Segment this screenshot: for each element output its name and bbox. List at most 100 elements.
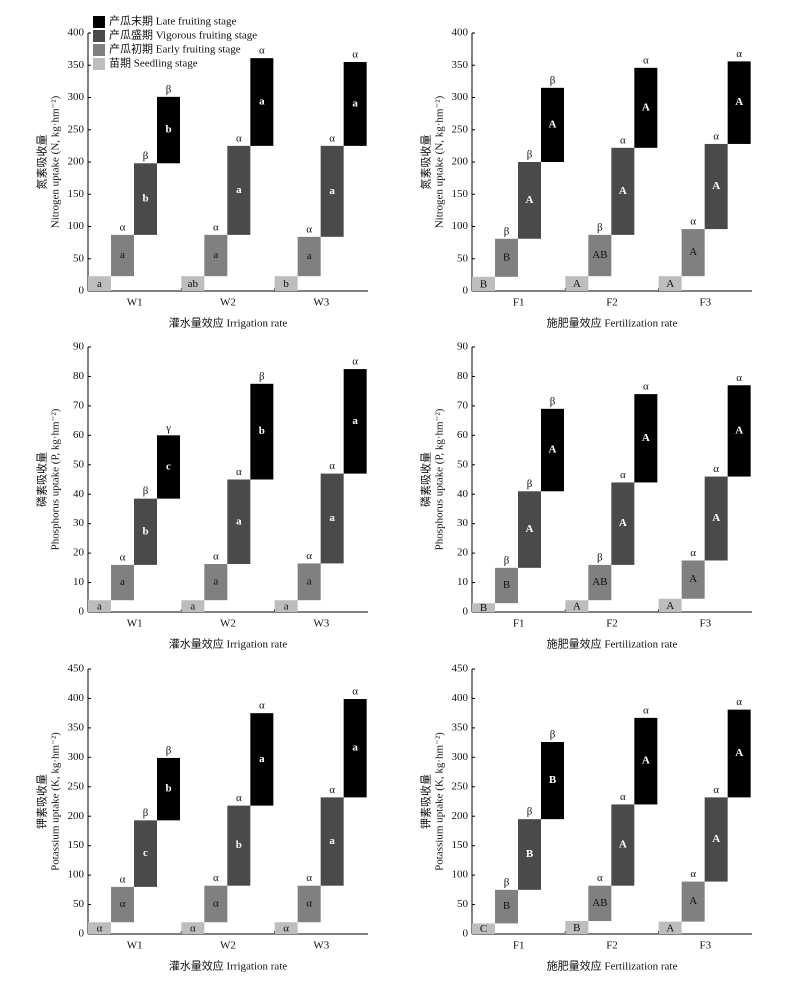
y-tick-label: 100 bbox=[452, 869, 469, 881]
group-letter: A bbox=[689, 895, 697, 907]
y-tick-label: 50 bbox=[73, 898, 85, 910]
bar-segment bbox=[658, 921, 682, 934]
x-tick-label: F3 bbox=[700, 618, 712, 630]
bar-segment bbox=[565, 921, 589, 934]
stage-letter: β bbox=[550, 729, 556, 741]
stage-letter: α bbox=[643, 54, 649, 66]
bar-segment bbox=[634, 394, 658, 483]
y-tick-label: 50 bbox=[457, 458, 469, 470]
stage-letter: β bbox=[527, 478, 533, 490]
group-letter: a bbox=[329, 835, 335, 847]
bar-segment bbox=[320, 797, 344, 886]
stage-letter: α bbox=[213, 551, 219, 563]
y-tick-label: 400 bbox=[68, 692, 85, 704]
group-letter: B bbox=[503, 251, 510, 263]
bar-segment bbox=[727, 709, 751, 798]
x-axis-title: 灌水量效应 Irrigation rate bbox=[169, 637, 288, 651]
y-tick-label: 300 bbox=[452, 751, 469, 763]
bar-segment bbox=[157, 757, 180, 821]
y-tick-label: 80 bbox=[457, 370, 469, 382]
bar-segment bbox=[274, 600, 298, 612]
y-axis-title: Potassium uptake (K, kg·hm⁻²) bbox=[434, 732, 446, 871]
bar-segment bbox=[343, 699, 367, 798]
x-tick-label: W2 bbox=[220, 297, 236, 309]
stage-letter: β bbox=[259, 370, 265, 382]
group-letter: α bbox=[283, 923, 289, 935]
bar-segment bbox=[704, 476, 728, 561]
y-tick-label: 20 bbox=[457, 547, 469, 559]
bar-segment bbox=[518, 819, 541, 890]
bar-segment bbox=[111, 564, 134, 601]
group-letter: A bbox=[712, 512, 720, 524]
stage-letter: α bbox=[690, 547, 696, 559]
bar-segment bbox=[343, 62, 367, 146]
y-tick-label: 10 bbox=[73, 576, 85, 588]
group-letter: a bbox=[120, 576, 125, 588]
group-letter: a bbox=[97, 278, 102, 290]
group-letter: a bbox=[259, 96, 265, 108]
group-letter: B bbox=[526, 848, 534, 860]
x-tick-label: F1 bbox=[513, 618, 525, 630]
y-axis-title: Nitrogen uptake (N, kg·hm⁻²) bbox=[50, 95, 62, 228]
y-tick-label: 400 bbox=[68, 27, 85, 39]
stage-letter: α bbox=[597, 872, 603, 884]
y-tick-label: 0 bbox=[79, 928, 85, 940]
group-letter: b bbox=[236, 839, 242, 851]
group-letter: B bbox=[503, 900, 510, 912]
x-tick-label: F1 bbox=[513, 940, 525, 952]
stage-letter: β bbox=[597, 551, 603, 563]
x-tick-label: W1 bbox=[127, 940, 143, 952]
bar-segment bbox=[297, 563, 321, 601]
legend-swatch bbox=[93, 44, 105, 56]
group-letter: a bbox=[120, 249, 125, 261]
x-axis-title: 灌水量效应 Irrigation rate bbox=[169, 959, 288, 973]
stage-letter: α bbox=[306, 223, 312, 235]
bar-segment bbox=[495, 238, 518, 277]
stage-letter: β bbox=[527, 149, 533, 161]
group-letter: A bbox=[573, 601, 581, 613]
y-tick-label: 450 bbox=[452, 663, 469, 675]
bar-segment bbox=[227, 479, 251, 565]
stage-letter: α bbox=[643, 381, 649, 393]
stage-letter: α bbox=[643, 704, 649, 716]
stage-letter: α bbox=[690, 868, 696, 880]
bar-segment bbox=[111, 886, 134, 923]
y-axis-title-cn: 磷素吸收量 bbox=[35, 452, 49, 507]
group-letter: A bbox=[735, 96, 743, 108]
group-letter: a bbox=[307, 575, 312, 587]
bar-segment bbox=[88, 922, 111, 934]
y-tick-label: 50 bbox=[457, 898, 469, 910]
bar-segment bbox=[611, 482, 635, 565]
group-letter: A bbox=[735, 424, 743, 436]
x-tick-label: F2 bbox=[606, 297, 618, 309]
y-tick-label: 30 bbox=[457, 517, 469, 529]
group-letter: A bbox=[666, 278, 674, 290]
bar-segment bbox=[681, 229, 705, 277]
stage-letter: α bbox=[236, 132, 242, 144]
bar-segment bbox=[250, 713, 274, 806]
legend-label: 产瓜末期 Late fruiting stage bbox=[109, 14, 237, 28]
bar-segment bbox=[472, 923, 495, 934]
bar-segment bbox=[181, 276, 205, 291]
y-axis-title-cn: 氮素吸收量 bbox=[419, 135, 433, 190]
y-tick-label: 70 bbox=[73, 399, 85, 411]
y-tick-label: 350 bbox=[452, 59, 469, 71]
group-letter: A bbox=[712, 833, 720, 845]
bar-segment bbox=[250, 383, 274, 480]
stage-letter: α bbox=[236, 466, 242, 478]
bar-segment bbox=[472, 603, 495, 612]
y-tick-label: 0 bbox=[463, 285, 469, 297]
stage-letter: α bbox=[352, 49, 358, 61]
y-tick-label: 60 bbox=[73, 429, 85, 441]
x-tick-label: W3 bbox=[313, 618, 329, 630]
y-axis-title: Nitrogen uptake (N, kg·hm⁻²) bbox=[434, 95, 446, 228]
group-letter: AB bbox=[592, 249, 607, 261]
group-letter: AB bbox=[592, 897, 607, 909]
bar-segment bbox=[495, 567, 518, 604]
x-tick-label: W1 bbox=[127, 618, 143, 630]
stage-letter: α bbox=[213, 221, 219, 233]
group-letter: B bbox=[573, 922, 580, 934]
group-letter: A bbox=[642, 101, 650, 113]
group-letter: b bbox=[259, 425, 265, 437]
group-letter: B bbox=[549, 774, 557, 786]
